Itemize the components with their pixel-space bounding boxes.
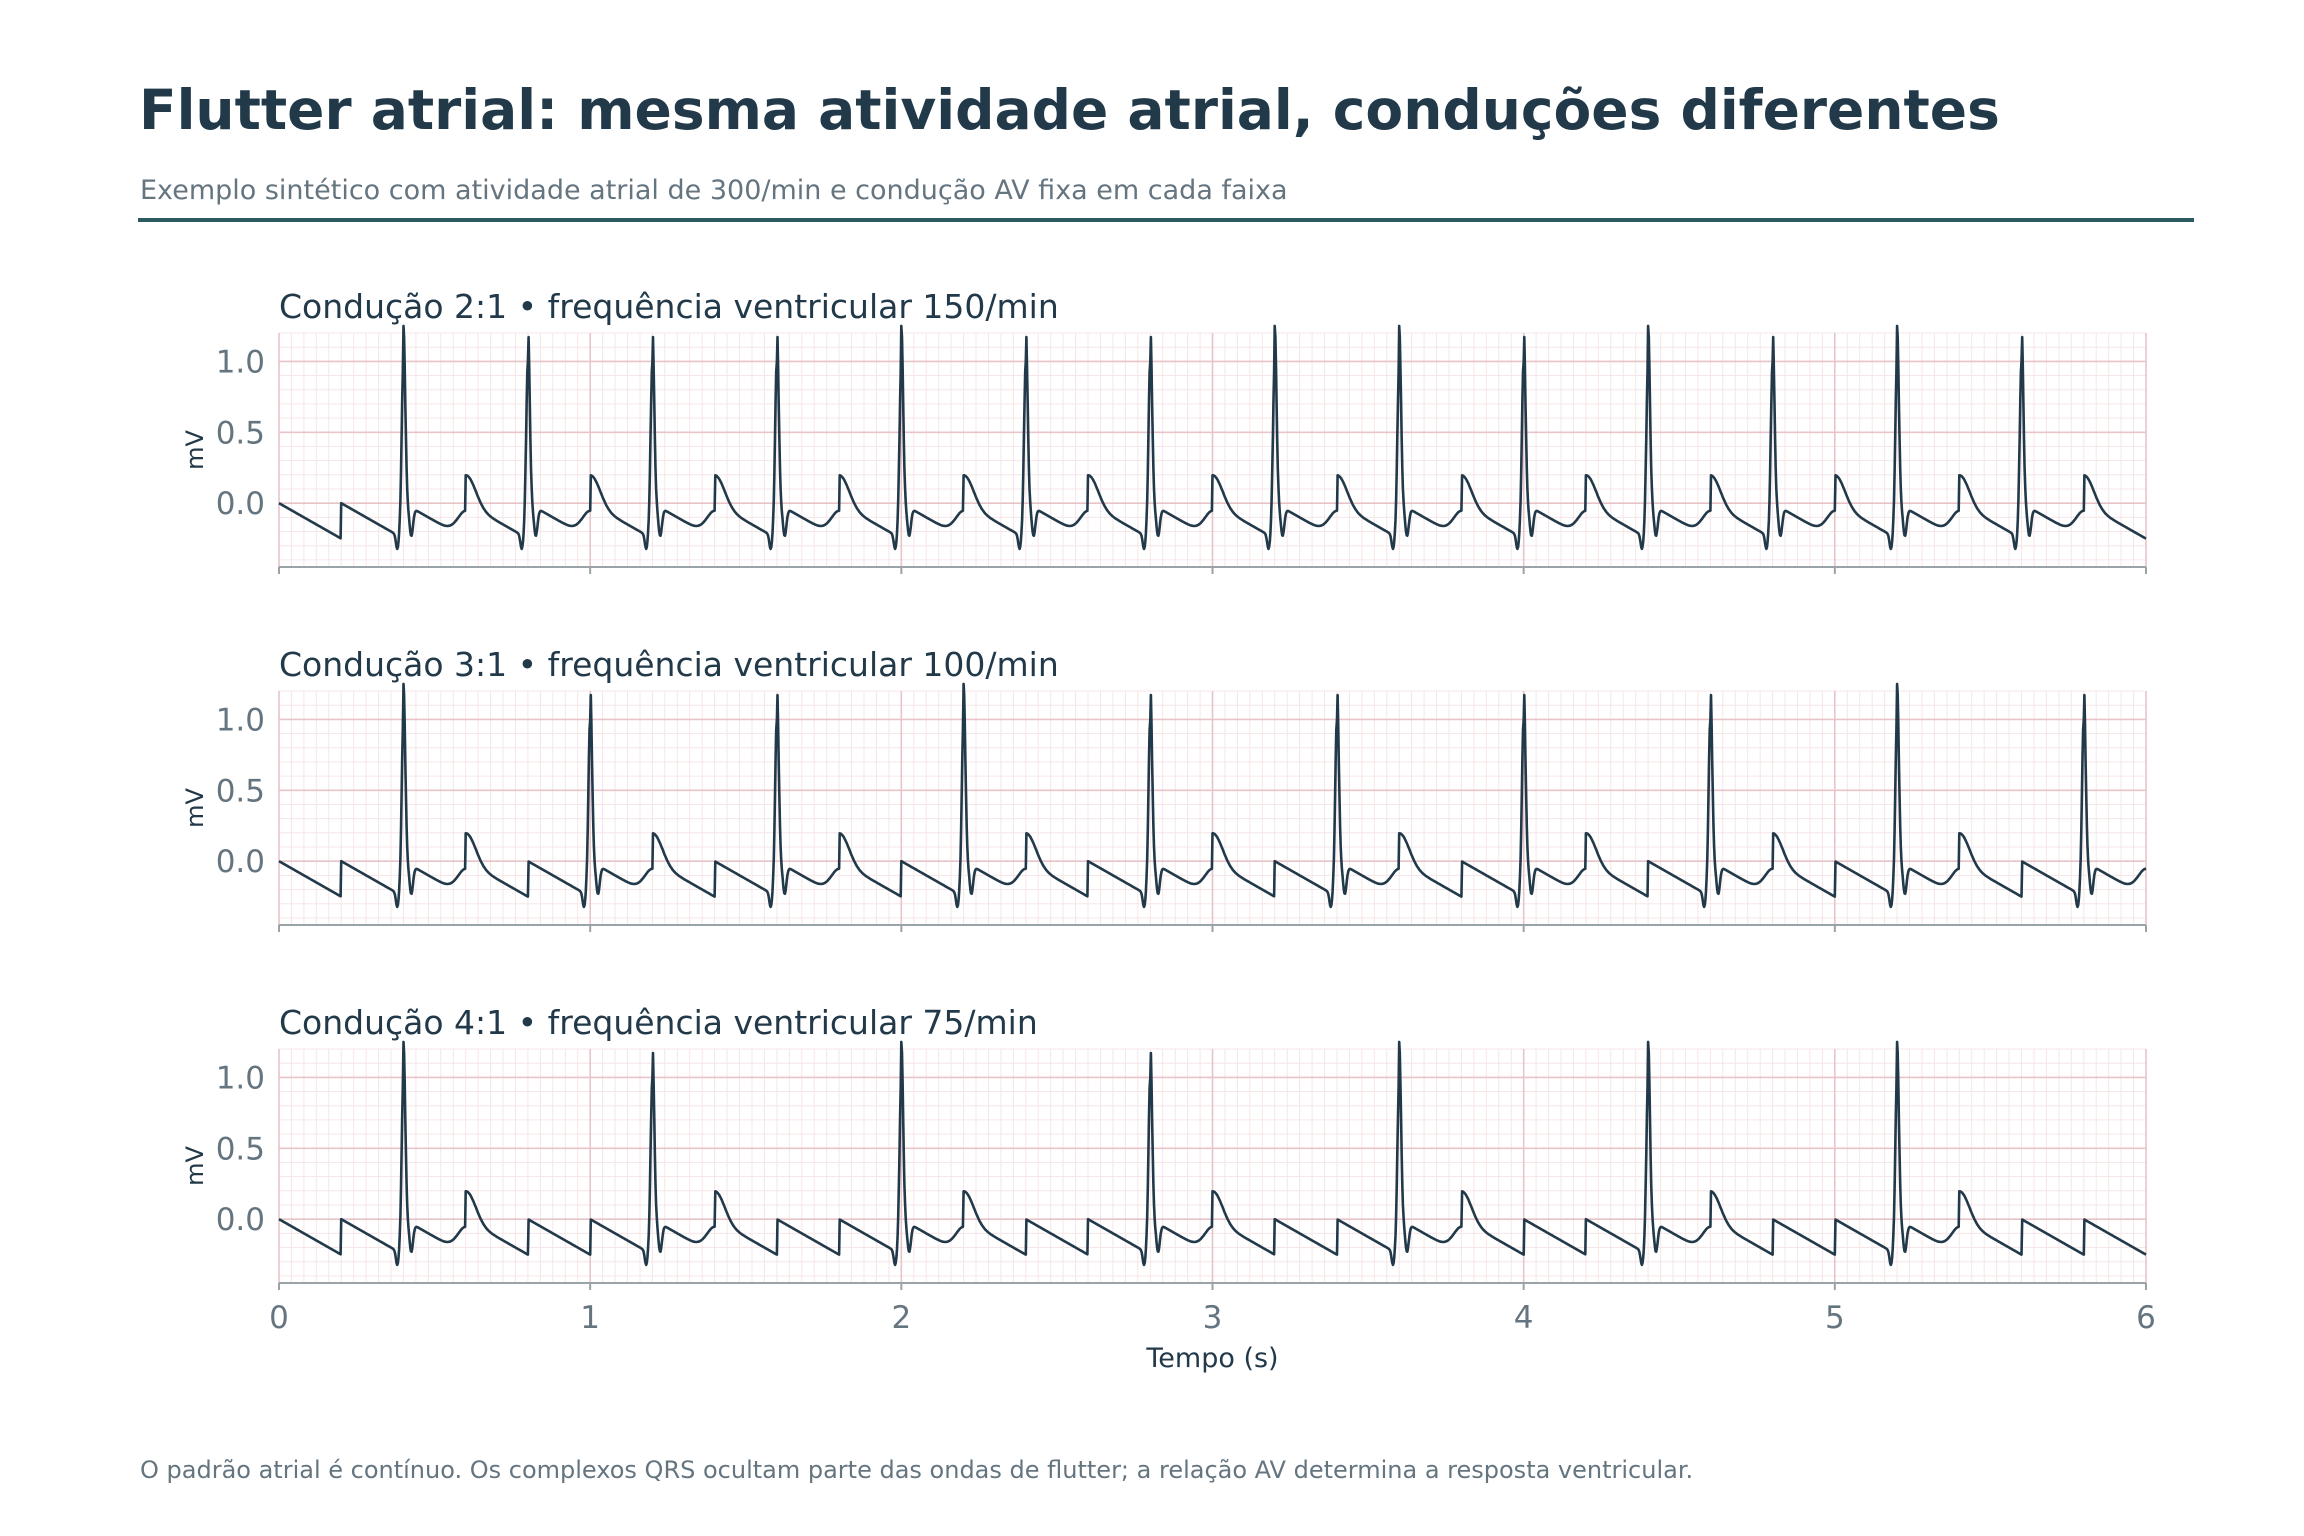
y-tick-label: 1.0: [216, 1060, 265, 1096]
y-tick-label: 1.0: [216, 344, 265, 380]
header-rule: [138, 218, 2194, 222]
y-tick-label: 0.0: [216, 1202, 265, 1238]
panel-title: Condução 2:1 • frequência ventricular 15…: [279, 287, 1059, 326]
y-tick-label: 0.0: [216, 486, 265, 522]
ecg-trace: [278, 682, 2147, 909]
x-tick-label: 5: [1825, 1300, 1845, 1336]
panel-title: Condução 3:1 • frequência ventricular 10…: [279, 645, 1059, 684]
x-tick-label: 1: [580, 1300, 600, 1336]
y-axis-label: mV: [181, 1146, 209, 1186]
ecg-trace: [278, 324, 2147, 551]
x-tick-label: 3: [1203, 1300, 1223, 1336]
page-title: Flutter atrial: mesma atividade atrial, …: [139, 78, 2000, 142]
y-tick-label: 0.5: [216, 1131, 265, 1167]
ecg-panel-1: 1.0 0.5 0.0mV Condução 2:1 • frequência ven…: [181, 287, 2147, 574]
y-tick-label: 0.5: [216, 773, 265, 809]
ecg-trace: [278, 1040, 2147, 1267]
x-tick-label: 4: [1514, 1300, 1534, 1336]
ecg-panel-3: 1.0 0.5 0.0mV Condução 4:1 • frequência ven…: [181, 1003, 2156, 1374]
x-tick-label: 2: [891, 1300, 911, 1336]
x-axis-label: Tempo (s): [1145, 1343, 1278, 1374]
y-tick-label: 0.0: [216, 844, 265, 880]
y-axis-label: mV: [181, 430, 209, 470]
footer-note: O padrão atrial é contínuo. Os complexos…: [140, 1456, 1694, 1484]
y-tick-label: 1.0: [216, 702, 265, 738]
x-tick-label: 6: [2136, 1300, 2156, 1336]
panel-title: Condução 4:1 • frequência ventricular 75…: [279, 1003, 1038, 1042]
x-tick-label: 0: [269, 1300, 289, 1336]
y-tick-label: 0.5: [216, 415, 265, 451]
page-subtitle: Exemplo sintético com atividade atrial d…: [140, 175, 1288, 206]
ecg-panel-2: 1.0 0.5 0.0mV Condução 3:1 • frequência ven…: [181, 645, 2147, 932]
y-axis-label: mV: [181, 788, 209, 828]
